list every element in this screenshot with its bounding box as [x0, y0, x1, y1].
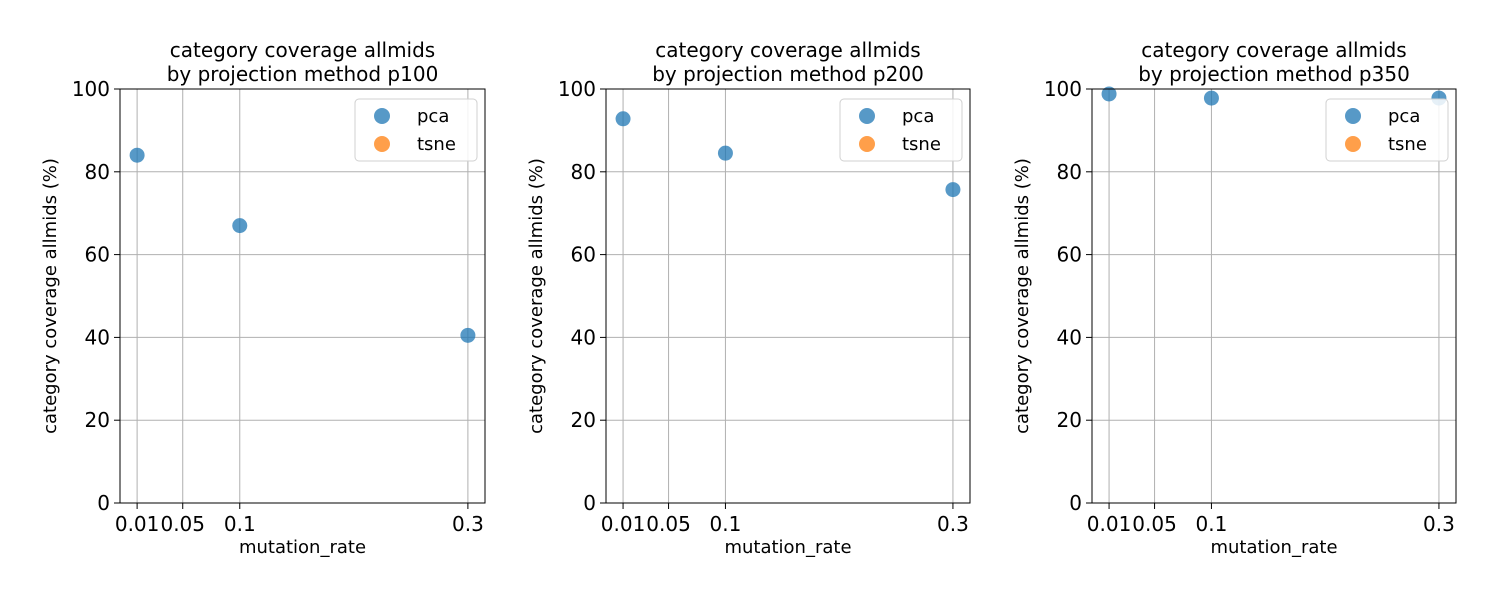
y-tick-label: 0 [1069, 491, 1082, 515]
y-tick-label: 60 [1057, 243, 1082, 267]
x-tick-label: 0.1 [224, 512, 256, 536]
y-tick-label: 100 [1044, 77, 1082, 101]
y-tick-label: 80 [85, 160, 110, 184]
legend-label-tsne: tsne [902, 134, 941, 155]
x-tick-label: 0.05 [160, 512, 205, 536]
legend: pca tsne [354, 98, 478, 162]
y-tick-label: 0 [583, 491, 596, 515]
data-point-pca [717, 145, 733, 161]
legend: pca tsne [839, 98, 963, 162]
data-point-pca [945, 182, 961, 198]
y-axis-label: category coverage allmids (%) [526, 158, 547, 434]
y-tick-label: 40 [85, 325, 110, 349]
y-tick-label: 20 [1057, 408, 1082, 432]
data-point-pca [129, 147, 145, 163]
legend-marker-pca [374, 108, 390, 124]
data-point-pca [615, 111, 631, 127]
x-tick-label: 0.01 [601, 512, 646, 536]
legend: pca tsne [1325, 98, 1449, 162]
x-tick-label: 0.01 [115, 512, 160, 536]
legend-label-pca: pca [417, 106, 449, 127]
y-tick-label: 60 [571, 243, 596, 267]
y-tick-label: 80 [1057, 160, 1082, 184]
data-point-pca [232, 218, 248, 234]
x-axis-label: mutation_rate [1210, 537, 1337, 558]
legend-box [839, 98, 963, 162]
axes-frame [1091, 88, 1457, 504]
legend-box [354, 98, 478, 162]
legend-marker-tsne [1345, 136, 1361, 152]
data-point-pca [460, 327, 476, 343]
x-tick-label: 0.3 [937, 512, 969, 536]
x-tick-label: 0.1 [710, 512, 742, 536]
y-tick-label: 20 [571, 408, 596, 432]
legend-box [1325, 98, 1449, 162]
x-axis-label: mutation_rate [239, 537, 366, 558]
x-tick-label: 0.05 [1132, 512, 1177, 536]
y-tick-label: 20 [85, 408, 110, 432]
x-axis-label: mutation_rate [724, 537, 851, 558]
x-tick-label: 0.05 [646, 512, 691, 536]
chart-title-line: category coverage allmids [170, 38, 435, 62]
chart-panel-2: 0.01 0.05 0.1 0.3 0 20 40 60 80 100 category cover… [526, 38, 971, 558]
legend-marker-pca [859, 108, 875, 124]
legend-label-tsne: tsne [417, 134, 456, 155]
chart-title-line: by projection method p350 [1138, 62, 1410, 86]
chart-panel-3: 0.01 0.05 0.1 0.3 0 20 40 60 80 100 category cover… [1012, 38, 1457, 558]
chart-title-line: by projection method p200 [652, 62, 924, 86]
axes-frame [119, 88, 486, 504]
y-tick-label: 100 [72, 77, 110, 101]
data-point-pca [1203, 90, 1219, 106]
x-tick-label: 0.1 [1196, 512, 1228, 536]
y-tick-label: 80 [571, 160, 596, 184]
legend-label-pca: pca [1388, 106, 1420, 127]
y-tick-label: 0 [97, 491, 110, 515]
y-tick-label: 40 [571, 325, 596, 349]
legend-label-pca: pca [902, 106, 934, 127]
data-point-pca [1101, 86, 1117, 102]
y-axis-label: category coverage allmids (%) [40, 158, 61, 434]
x-tick-label: 0.01 [1087, 512, 1132, 536]
legend-label-tsne: tsne [1388, 134, 1427, 155]
y-tick-label: 100 [558, 77, 596, 101]
y-tick-label: 40 [1057, 325, 1082, 349]
legend-marker-tsne [859, 136, 875, 152]
chart-title-line: category coverage allmids [655, 38, 920, 62]
axes-frame [605, 88, 971, 504]
legend-marker-tsne [374, 136, 390, 152]
y-tick-label: 60 [85, 243, 110, 267]
x-tick-label: 0.3 [452, 512, 484, 536]
chart-title-line: category coverage allmids [1141, 38, 1406, 62]
chart-title-line: by projection method p100 [167, 62, 439, 86]
legend-marker-pca [1345, 108, 1361, 124]
chart-panel-1: 0.01 0.05 0.1 0.3 0 20 40 60 80 100 category cover… [40, 38, 486, 558]
y-axis-label: category coverage allmids (%) [1012, 158, 1033, 434]
x-tick-label: 0.3 [1423, 512, 1455, 536]
